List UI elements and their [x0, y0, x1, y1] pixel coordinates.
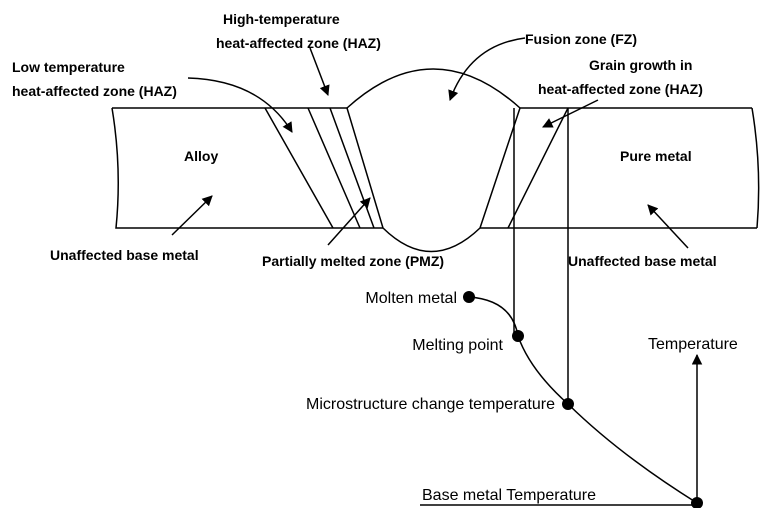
point-melting	[512, 330, 524, 342]
label: heat-affected zone (HAZ)	[538, 81, 703, 97]
arrows	[171, 37, 689, 249]
temperature-graph	[420, 108, 703, 508]
label: Low temperature	[12, 59, 125, 75]
label: Partially melted zone (PMZ)	[262, 253, 444, 269]
label: Melting point	[412, 337, 503, 354]
plate	[111, 68, 760, 253]
label: Base metal Temperature	[422, 487, 596, 504]
weld-crown	[346, 68, 521, 109]
point-microstructure	[562, 398, 574, 410]
label: Unaffected base metal	[568, 253, 717, 269]
point-molten	[463, 291, 475, 303]
label: Microstructure change temperature	[306, 396, 555, 413]
label: heat-affected zone (HAZ)	[12, 83, 177, 99]
label: Molten metal	[365, 290, 457, 307]
label: heat-affected zone (HAZ)	[216, 35, 381, 51]
label: Fusion zone (FZ)	[525, 31, 637, 47]
haz-boundaries	[264, 107, 569, 229]
label: Unaffected base metal	[50, 247, 199, 263]
weld-root	[382, 227, 481, 253]
fusion-boundary	[346, 107, 521, 229]
label: Temperature	[648, 336, 738, 353]
label: Grain growth in	[589, 57, 692, 73]
label: High-temperature	[223, 11, 340, 27]
label: Alloy	[184, 148, 218, 164]
point-base	[691, 497, 703, 508]
label: Pure metal	[620, 148, 692, 164]
